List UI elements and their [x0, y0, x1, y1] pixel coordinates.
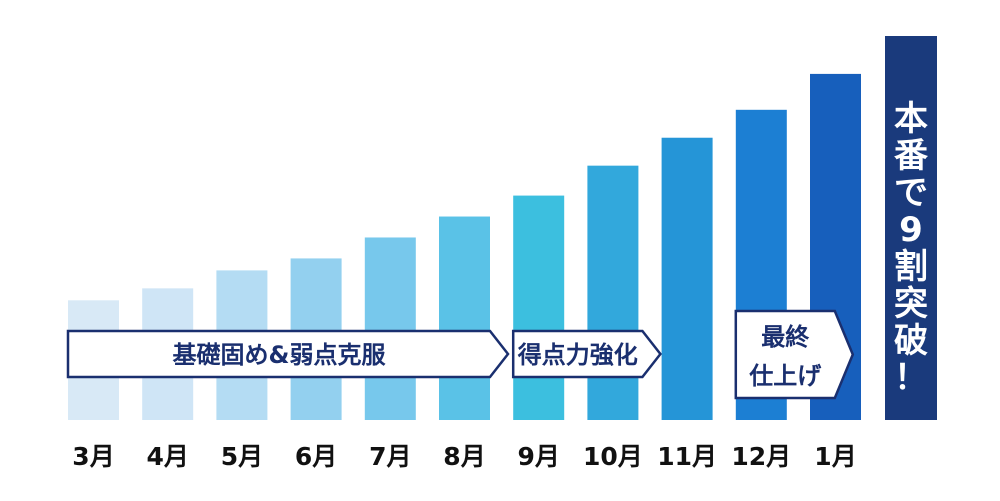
tick-label: 11月 — [657, 442, 717, 471]
x-axis-ticks: 3月 4月 5月 6月 7月 8月 9月 10月 11月 12月 1月 — [72, 442, 856, 471]
tick-label: 10月 — [583, 442, 643, 471]
final-exam-bar — [885, 36, 937, 420]
bar-7 — [513, 195, 565, 420]
phase-2-label: 得点力強化 — [517, 341, 638, 369]
tick-label: 7月 — [369, 442, 411, 471]
tick-label: 3月 — [72, 442, 114, 471]
tick-label: 12月 — [731, 442, 791, 471]
tick-label: 5月 — [221, 442, 263, 471]
bar-6 — [439, 216, 490, 420]
tick-label: 8月 — [443, 442, 485, 471]
tick-label: 4月 — [146, 442, 188, 471]
phase-3-label-line1: 最終 — [761, 323, 810, 351]
phase-3-label-line2: 仕上げ — [748, 362, 822, 390]
phase-banner-3 — [734, 309, 855, 400]
bar-8 — [587, 165, 639, 420]
phase-banner-2 — [511, 329, 662, 379]
bar-5 — [364, 237, 416, 420]
tick-label: 1月 — [814, 442, 856, 471]
final-exam-label: 本番で 9 割突破！ — [894, 99, 929, 398]
phase-banner-1 — [66, 329, 510, 379]
tick-label: 6月 — [295, 442, 337, 471]
bar-9 — [661, 137, 713, 421]
phase-1-label: 基礎固め&弱点克服 — [173, 341, 387, 369]
tick-label: 9月 — [517, 442, 559, 471]
